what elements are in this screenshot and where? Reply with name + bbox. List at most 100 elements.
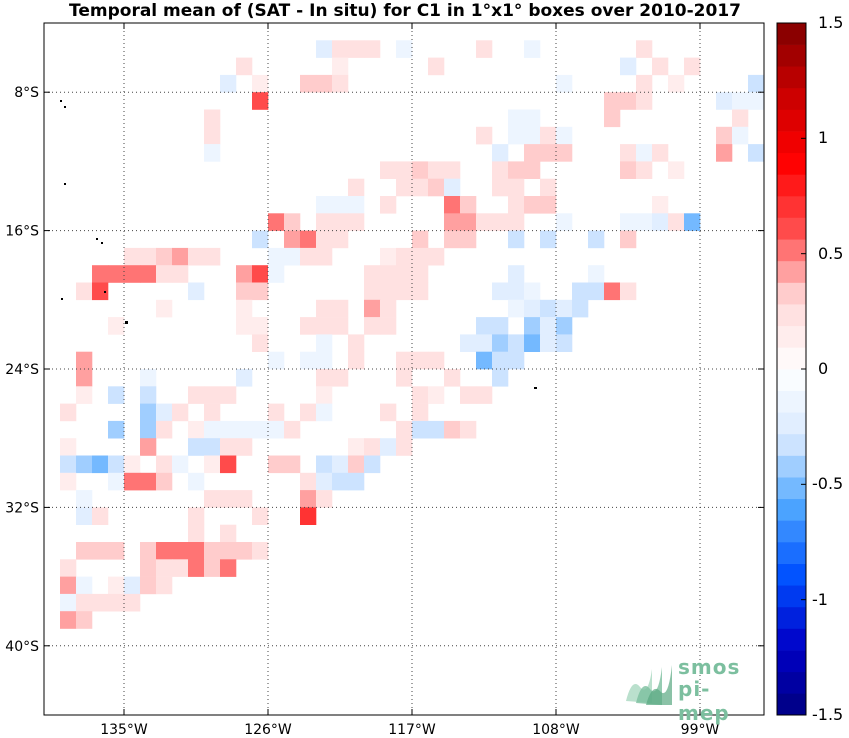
anomaly-cell	[684, 57, 701, 76]
anomaly-cell	[748, 74, 765, 93]
anomaly-cell	[140, 472, 157, 491]
anomaly-cell	[476, 126, 493, 145]
island-dot	[125, 321, 128, 324]
colorbar-label: -1	[812, 589, 828, 609]
anomaly-cell	[508, 334, 525, 352]
anomaly-cell	[188, 420, 205, 439]
anomaly-cell	[316, 369, 333, 387]
anomaly-cell	[508, 161, 525, 179]
anomaly-cell	[92, 455, 109, 474]
anomaly-cell	[252, 334, 269, 352]
anomaly-cell	[668, 74, 685, 93]
anomaly-cell	[220, 490, 237, 508]
anomaly-cell	[556, 213, 573, 231]
anomaly-cell	[252, 74, 269, 93]
colorbar-step	[777, 217, 806, 240]
anomaly-cell	[236, 299, 253, 318]
anomaly-cell	[572, 282, 589, 301]
anomaly-cell	[236, 57, 253, 76]
anomaly-cell	[636, 213, 653, 231]
anomaly-cell	[556, 74, 573, 93]
anomaly-cell	[540, 196, 557, 214]
anomaly-cell	[236, 542, 253, 560]
anomaly-cell	[220, 74, 237, 93]
anomaly-cell	[220, 559, 237, 577]
anomaly-cell	[316, 472, 333, 491]
logo-text-pimep: pi-mep	[678, 677, 730, 725]
anomaly-cell	[92, 507, 109, 525]
anomaly-cell	[348, 455, 365, 474]
anomaly-cell	[380, 161, 397, 179]
anomaly-cell	[476, 351, 493, 370]
colorbar-step	[777, 23, 806, 45]
anomaly-cell	[220, 542, 237, 560]
anomaly-cell	[684, 213, 701, 231]
anomaly-cell	[492, 144, 509, 162]
anomaly-cell	[540, 299, 557, 318]
anomaly-cell	[508, 230, 525, 249]
anomaly-cell	[76, 369, 93, 387]
anomaly-cell	[508, 282, 525, 301]
anomaly-cell	[508, 213, 525, 231]
anomaly-cell	[316, 351, 333, 370]
anomaly-cell	[668, 161, 685, 179]
anomaly-cell	[76, 351, 93, 370]
map-title: Temporal mean of (SAT - In situ) for C1 …	[69, 1, 741, 21]
anomaly-cell	[492, 161, 509, 179]
anomaly-cell	[380, 247, 397, 266]
anomaly-cell	[252, 92, 269, 110]
anomaly-cell	[204, 559, 221, 577]
anomaly-cell	[332, 455, 349, 474]
anomaly-cell	[316, 317, 333, 335]
colorbar-step	[777, 260, 806, 283]
anomaly-cell	[636, 144, 653, 162]
anomaly-cell	[364, 438, 381, 456]
anomaly-cell	[188, 438, 205, 456]
anomaly-cell	[284, 455, 301, 474]
anomaly-cell	[156, 472, 173, 491]
anomaly-cell	[748, 144, 765, 162]
anomaly-cell	[380, 299, 397, 318]
anomaly-cell	[236, 438, 253, 456]
anomaly-cell	[412, 161, 429, 179]
anomaly-cell	[604, 92, 621, 110]
anomaly-cell	[108, 386, 125, 404]
anomaly-cell	[124, 247, 141, 266]
colorbar-step	[777, 520, 806, 543]
anomaly-cell	[524, 196, 541, 214]
anomaly-cell	[204, 403, 221, 422]
anomaly-cell	[460, 230, 477, 249]
y-tick-label: 8°S	[14, 85, 39, 101]
anomaly-cell	[76, 576, 93, 595]
anomaly-cell	[188, 507, 205, 525]
anomaly-cell	[396, 420, 413, 439]
anomaly-cell	[652, 144, 669, 162]
anomaly-cell	[284, 420, 301, 439]
anomaly-cell	[124, 593, 141, 612]
y-tick-label: 24°S	[5, 362, 39, 378]
colorbar-step	[777, 44, 806, 67]
anomaly-cell	[332, 299, 349, 318]
anomaly-cell	[140, 369, 157, 387]
anomaly-cell	[220, 386, 237, 404]
anomaly-cell	[300, 247, 317, 266]
anomaly-cell	[412, 420, 429, 439]
anomaly-cell	[140, 386, 157, 404]
anomaly-cell	[716, 92, 733, 110]
anomaly-cell	[508, 178, 525, 197]
anomaly-cell	[652, 213, 669, 231]
anomaly-cell	[620, 230, 637, 249]
anomaly-cell	[332, 230, 349, 249]
anomaly-cell	[732, 126, 749, 145]
anomaly-cell	[524, 144, 541, 162]
anomaly-cell	[412, 282, 429, 301]
anomaly-cell	[236, 317, 253, 335]
island-dot	[60, 100, 62, 102]
anomaly-cell	[492, 334, 509, 352]
anomaly-cell	[332, 196, 349, 214]
anomaly-cell	[620, 57, 637, 76]
anomaly-cell	[444, 161, 461, 179]
anomaly-cell	[188, 247, 205, 266]
anomaly-cell	[172, 265, 189, 283]
anomaly-cell	[396, 369, 413, 387]
